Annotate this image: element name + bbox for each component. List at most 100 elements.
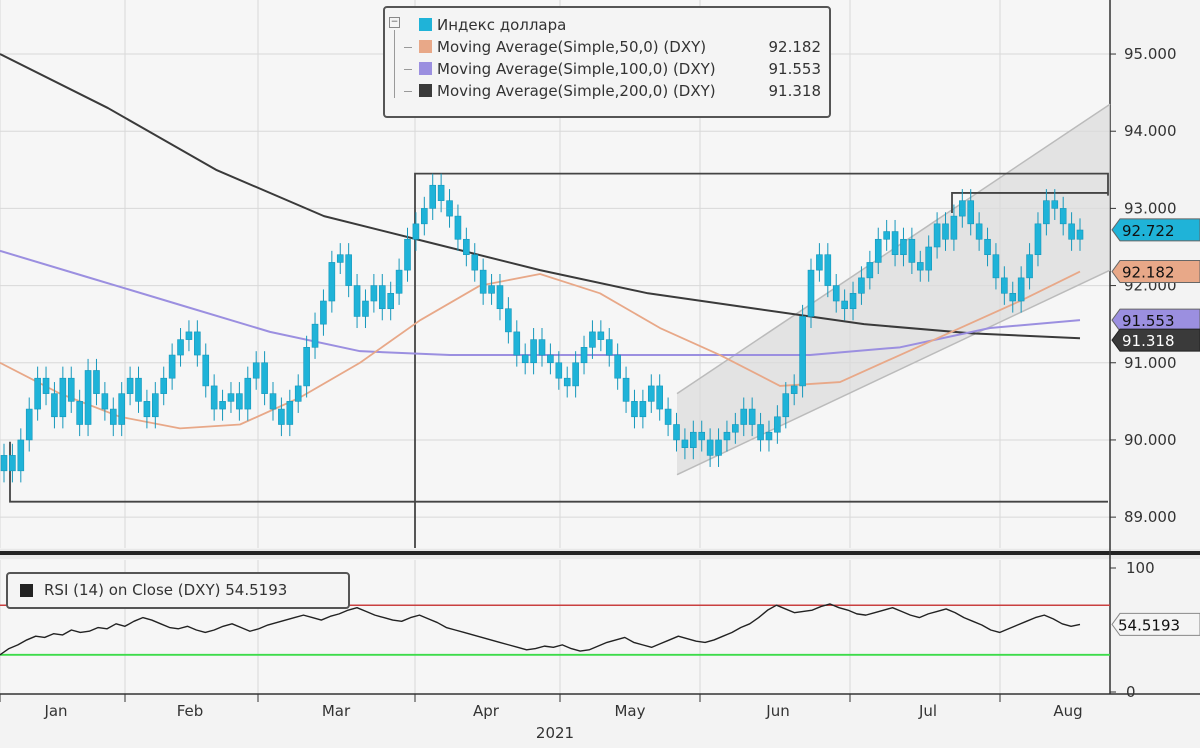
x-tick-label: Jul (918, 702, 937, 720)
channel-lower-line (676, 269, 1111, 476)
legend-value: 91.318 (768, 82, 822, 100)
price-candle (748, 408, 756, 425)
price-candle (732, 424, 739, 433)
legend-swatch-icon (419, 84, 432, 97)
price-candle (681, 439, 689, 448)
price-candle (454, 215, 462, 240)
price-legend: − Индекс доллара Moving Average(Simple,5… (383, 6, 831, 118)
price-candle (42, 377, 50, 394)
price-candle (950, 215, 958, 240)
price-candle (143, 401, 151, 418)
price-candle (891, 231, 899, 256)
price-candle (34, 377, 41, 410)
last-value-label: 92.182 (1122, 264, 1175, 282)
price-candle (757, 424, 764, 441)
price-candle (160, 377, 168, 394)
price-candle (185, 331, 193, 340)
rsi-last-tag (1111, 612, 1200, 636)
price-candle (387, 292, 394, 310)
price-candle (353, 285, 361, 317)
price-candle (975, 223, 983, 240)
price-candle (261, 362, 268, 394)
price-candle (421, 208, 428, 225)
rsi-y-tick-label: 0 (1126, 683, 1136, 701)
price-candle (673, 424, 680, 441)
price-candle (959, 200, 966, 217)
price-candle (93, 370, 100, 394)
price-candle (572, 362, 579, 387)
x-tick-label: Jun (765, 702, 789, 720)
price-candle (370, 285, 378, 302)
price-candle (580, 347, 588, 364)
legend-row-ma200: Moving Average(Simple,200,0) (DXY) 91.31… (395, 80, 821, 102)
price-candle (471, 254, 479, 271)
price-candle (210, 385, 218, 410)
price-candle (866, 262, 874, 279)
y-tick-label: 94.000 (1124, 122, 1177, 140)
price-candle (126, 377, 134, 394)
price-candle (1034, 223, 1042, 256)
price-candle (614, 354, 621, 379)
price-candle (900, 238, 907, 256)
price-candle (328, 262, 336, 302)
price-candle (269, 393, 277, 410)
price-candle (933, 223, 941, 248)
price-candle (446, 200, 453, 217)
price-candle (740, 408, 748, 425)
price-candle (496, 285, 504, 310)
price-candle (505, 308, 512, 333)
price-candle (84, 370, 92, 425)
price-candle (816, 254, 823, 271)
price-candle (278, 408, 285, 425)
trend-channel-fill (677, 104, 1110, 475)
legend-row-ma50: Moving Average(Simple,50,0) (DXY) 92.182 (395, 36, 821, 58)
last-value-label: 91.318 (1122, 332, 1175, 350)
legend-value: 91.553 (768, 60, 822, 78)
price-candle (463, 238, 470, 256)
ma200-line (0, 53, 1081, 340)
legend-collapse-icon[interactable]: − (389, 17, 400, 28)
price-candle (236, 393, 243, 410)
price-candle (219, 401, 226, 410)
legend-value: 92.182 (768, 38, 822, 56)
price-candle (824, 254, 832, 286)
price-candle (404, 238, 411, 271)
price-candle (563, 377, 571, 387)
price-candle (177, 339, 184, 356)
price-candle (1009, 292, 1017, 302)
price-candle (118, 393, 125, 425)
price-candle (101, 393, 109, 410)
price-candle (252, 362, 260, 379)
rsi-legend: RSI (14) on Close (DXY) 54.5193 (6, 572, 350, 609)
price-candle (429, 184, 437, 209)
price-candle (883, 231, 890, 240)
price-candle (639, 401, 647, 418)
price-candle (547, 354, 554, 364)
resistance-line (414, 172, 1109, 548)
x-tick-label: Feb (177, 702, 204, 720)
legend-swatch-icon (419, 18, 432, 31)
last-value-tag (1111, 328, 1200, 352)
legend-name: Индекс доллара (437, 16, 567, 34)
rsi-swatch-icon (20, 584, 33, 597)
price-candle (1068, 223, 1075, 240)
price-candle (622, 377, 630, 402)
price-candle (9, 455, 16, 472)
y-tick-label: 90.000 (1124, 431, 1177, 449)
price-candle (916, 262, 924, 271)
price-candle (698, 431, 706, 441)
price-candle (0, 455, 8, 472)
price-candle (908, 238, 916, 263)
price-candle (555, 362, 563, 379)
price-candle (17, 439, 25, 472)
rsi-y-tick-label: 100 (1126, 559, 1155, 577)
price-candle (109, 408, 117, 425)
legend-name: Moving Average(Simple,100,0) (DXY) (437, 60, 716, 78)
price-candle (294, 385, 302, 402)
price-candle (412, 223, 420, 240)
price-candle (25, 408, 33, 441)
last-value-label: 92.722 (1122, 222, 1175, 240)
x-axis-year-label: 2021 (536, 724, 574, 742)
price-candle (799, 316, 806, 387)
